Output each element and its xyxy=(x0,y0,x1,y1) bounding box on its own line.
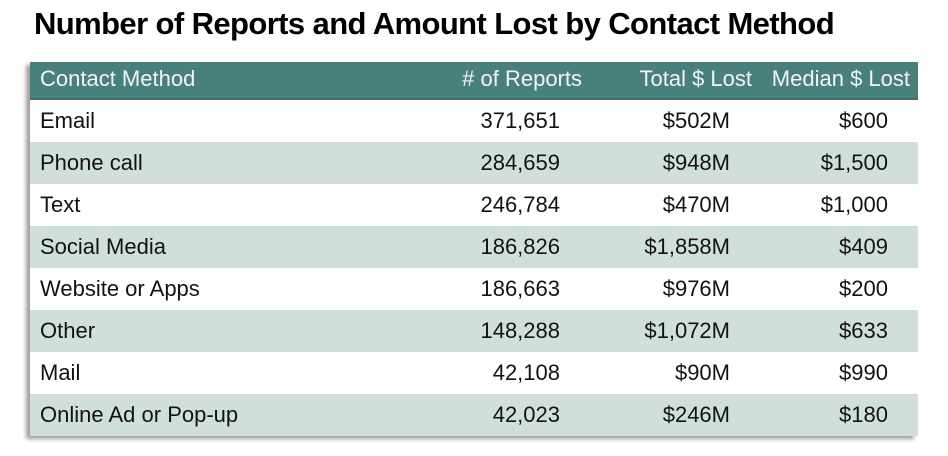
column-header-total-lost: Total $ Lost xyxy=(590,62,760,100)
cell-median: $409 xyxy=(760,226,918,268)
table-header-row: Contact Method # of Reports Total $ Lost… xyxy=(30,62,918,100)
table-row-email: Email 371,651 $502M $600 xyxy=(30,99,918,142)
cell-total: $246M xyxy=(590,394,760,436)
table-row-online-ad-or-pop-up: Online Ad or Pop-up 42,023 $246M $180 xyxy=(30,394,918,436)
cell-reports: 186,826 xyxy=(450,226,590,268)
cell-method: Social Media xyxy=(30,226,450,268)
cell-reports: 148,288 xyxy=(450,310,590,352)
cell-total: $1,072M xyxy=(590,310,760,352)
cell-median: $600 xyxy=(760,99,918,142)
cell-total: $976M xyxy=(590,268,760,310)
column-header-num-reports: # of Reports xyxy=(450,62,590,100)
cell-median: $1,000 xyxy=(760,184,918,226)
cell-median: $633 xyxy=(760,310,918,352)
contact-method-table: Contact Method # of Reports Total $ Lost… xyxy=(30,62,918,436)
table-header: Contact Method # of Reports Total $ Lost… xyxy=(30,62,918,100)
cell-reports: 246,784 xyxy=(450,184,590,226)
cell-reports: 42,108 xyxy=(450,352,590,394)
cell-total: $1,858M xyxy=(590,226,760,268)
cell-reports: 42,023 xyxy=(450,394,590,436)
cell-reports: 284,659 xyxy=(450,142,590,184)
cell-method: Other xyxy=(30,310,450,352)
table-row-website-or-apps: Website or Apps 186,663 $976M $200 xyxy=(30,268,918,310)
column-header-contact-method: Contact Method xyxy=(30,62,450,100)
figure-title: Number of Reports and Amount Lost by Con… xyxy=(34,6,835,41)
cell-method: Mail xyxy=(30,352,450,394)
cell-reports: 186,663 xyxy=(450,268,590,310)
table-row-phone-call: Phone call 284,659 $948M $1,500 xyxy=(30,142,918,184)
cell-method: Phone call xyxy=(30,142,450,184)
table-row-mail: Mail 42,108 $90M $990 xyxy=(30,352,918,394)
cell-total: $90M xyxy=(590,352,760,394)
table-row-other: Other 148,288 $1,072M $633 xyxy=(30,310,918,352)
table-row-text: Text 246,784 $470M $1,000 xyxy=(30,184,918,226)
cell-method: Website or Apps xyxy=(30,268,450,310)
cell-method: Text xyxy=(30,184,450,226)
cell-median: $200 xyxy=(760,268,918,310)
cell-method: Online Ad or Pop-up xyxy=(30,394,450,436)
cell-median: $180 xyxy=(760,394,918,436)
table-row-social-media: Social Media 186,826 $1,858M $409 xyxy=(30,226,918,268)
contact-method-table-container: Contact Method # of Reports Total $ Lost… xyxy=(30,62,918,436)
cell-median: $1,500 xyxy=(760,142,918,184)
cell-total: $470M xyxy=(590,184,760,226)
cell-median: $990 xyxy=(760,352,918,394)
column-header-median-lost: Median $ Lost xyxy=(760,62,918,100)
table-body: Email 371,651 $502M $600 Phone call 284,… xyxy=(30,99,918,436)
cell-total: $948M xyxy=(590,142,760,184)
cell-total: $502M xyxy=(590,99,760,142)
cell-method: Email xyxy=(30,99,450,142)
cell-reports: 371,651 xyxy=(450,99,590,142)
